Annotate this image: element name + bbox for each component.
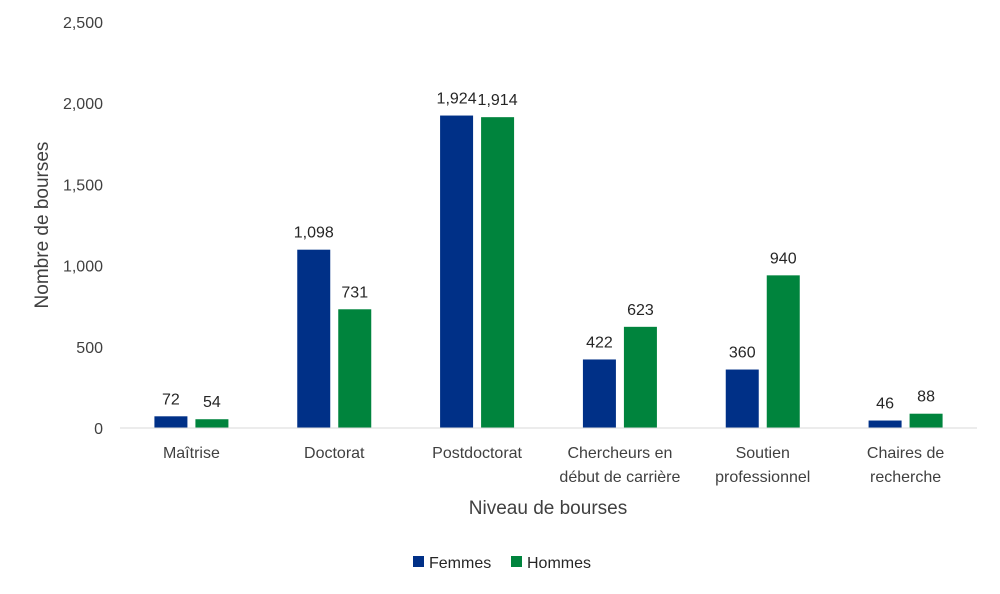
data-label-hommes-5: 88 xyxy=(917,389,935,406)
y-axis-ticks: 0 500 1,000 1,500 2,000 2,500 xyxy=(63,15,103,438)
data-label-hommes-0: 54 xyxy=(203,394,221,411)
y-tick-label: 2,500 xyxy=(63,15,103,32)
x-category-label: Doctorat xyxy=(304,445,365,462)
x-category-label: Chercheurs en début de carrière xyxy=(559,445,680,486)
y-axis-title: Nombre de bourses xyxy=(32,142,53,309)
data-label-femmes-2: 1,924 xyxy=(437,91,477,108)
x-axis-categories: Maîtrise Doctorat Postdoctorat Chercheurs e… xyxy=(163,445,944,486)
data-labels: 72 54 1,098 731 1,924 1,914 422 623 360 940 46 88 xyxy=(162,91,935,413)
data-label-femmes-0: 72 xyxy=(162,391,180,408)
legend: Femmes Hommes xyxy=(413,555,591,572)
y-tick-label: 2,000 xyxy=(63,96,103,113)
data-label-femmes-1: 1,098 xyxy=(294,225,334,242)
bar-femmes-2 xyxy=(440,115,474,429)
bar-femmes-3 xyxy=(582,359,616,428)
bar-hommes-1 xyxy=(338,309,372,428)
bar-hommes-5 xyxy=(909,413,943,428)
bar-femmes-0 xyxy=(154,416,188,428)
data-label-femmes-3: 422 xyxy=(586,334,613,351)
x-category-label: Chaires de recherche xyxy=(867,445,944,486)
x-category-label: Soutien professionnel xyxy=(715,445,810,486)
bar-femmes-5 xyxy=(868,420,902,428)
y-tick-label: 1,000 xyxy=(63,259,103,276)
data-label-hommes-2: 1,914 xyxy=(478,92,518,109)
bar-hommes-0 xyxy=(195,419,229,428)
legend-label-hommes: Hommes xyxy=(527,555,591,572)
bars xyxy=(154,115,943,429)
data-label-hommes-4: 940 xyxy=(770,250,797,267)
y-tick-label: 500 xyxy=(76,340,103,357)
legend-swatch-hommes xyxy=(511,556,522,567)
data-label-femmes-5: 46 xyxy=(876,396,894,413)
legend-label-femmes: Femmes xyxy=(429,555,491,572)
bar-femmes-4 xyxy=(725,369,759,428)
data-label-hommes-1: 731 xyxy=(341,284,368,301)
x-axis-title: Niveau de bourses xyxy=(469,498,627,519)
bar-hommes-4 xyxy=(766,275,800,428)
x-category-label: Postdoctorat xyxy=(432,445,522,462)
bar-hommes-2 xyxy=(481,117,515,429)
x-category-label: Maîtrise xyxy=(163,445,220,462)
bar-femmes-1 xyxy=(297,249,331,428)
bar-hommes-3 xyxy=(623,326,657,428)
y-tick-label: 0 xyxy=(94,421,103,438)
y-tick-label: 1,500 xyxy=(63,177,103,194)
legend-swatch-femmes xyxy=(413,556,424,567)
data-label-femmes-4: 360 xyxy=(729,345,756,362)
data-label-hommes-3: 623 xyxy=(627,302,654,319)
